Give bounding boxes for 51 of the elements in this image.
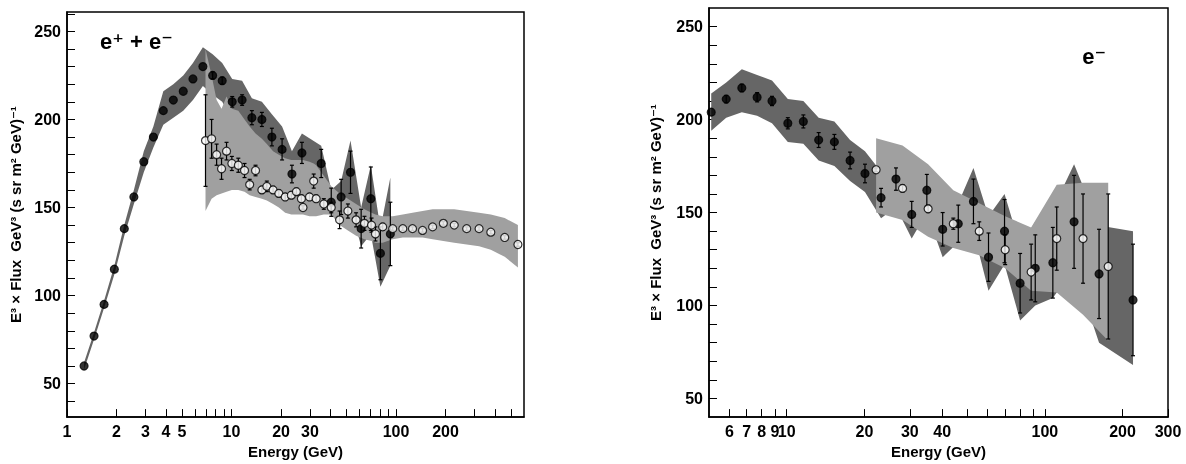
- point: [938, 224, 948, 234]
- y-tick-label: 250: [676, 18, 704, 36]
- y-axis-title: E³ × Flux GeV³ (s sr m² GeV)⁻¹: [647, 104, 664, 321]
- annotation: e⁻: [1082, 43, 1107, 69]
- y-tick-label: 200: [34, 110, 62, 128]
- x-tick-label: 10: [777, 422, 796, 440]
- point: [829, 137, 839, 147]
- y-tick-label: 50: [685, 390, 704, 407]
- x-tick-label: 20: [855, 422, 874, 440]
- x-tick-label: 2: [112, 422, 122, 440]
- x-tick-label: 3: [141, 422, 151, 440]
- x-tick-label: 100: [382, 422, 410, 440]
- x-tick-label: 30: [301, 422, 319, 440]
- x-axis-title: Energy (GeV): [890, 443, 987, 460]
- point: [876, 193, 886, 203]
- x-tick-label: 30: [900, 422, 919, 440]
- y-tick-label: 150: [34, 199, 62, 216]
- x-tick-label: 5: [177, 422, 187, 440]
- x-tick-label: 40: [933, 422, 952, 440]
- x-tick-label: 20: [272, 422, 291, 440]
- x-tick-label: 6: [724, 422, 734, 440]
- point: [891, 174, 901, 184]
- x-tick-label: 7: [742, 422, 752, 440]
- y-tick-label: 50: [43, 375, 62, 393]
- y-tick-label: 150: [676, 204, 704, 222]
- y-tick-label: 200: [676, 111, 704, 129]
- x-tick-label: 100: [1031, 422, 1059, 440]
- x-tick-label: 10: [222, 422, 241, 440]
- x-tick-label: 8: [757, 422, 767, 440]
- point: [907, 209, 917, 220]
- point: [814, 135, 824, 145]
- point: [1015, 278, 1025, 288]
- point: [922, 185, 932, 195]
- point: [999, 226, 1010, 236]
- y-axis-title: E³ × Flux GeV³ (s sr m² GeV)⁻¹: [7, 106, 24, 323]
- x-tick-label: 1: [62, 422, 72, 440]
- x-tick-label: 200: [1109, 422, 1136, 440]
- x-tick-label: 9: [770, 422, 780, 440]
- x-axis-title: Energy (GeV): [247, 443, 344, 460]
- point: [983, 252, 994, 262]
- point: [860, 168, 870, 179]
- point: [706, 107, 716, 117]
- annotation: e⁺ + e⁻: [100, 28, 173, 54]
- x-tick-label: 4: [161, 422, 171, 440]
- x-tick-label: 200: [432, 422, 459, 440]
- y-tick-label: 250: [34, 22, 62, 40]
- y-tick-label: 100: [676, 297, 704, 315]
- point: [845, 155, 855, 166]
- point: [968, 196, 979, 206]
- y-tick-label: 100: [34, 287, 62, 305]
- x-tick-label: 300: [1154, 422, 1182, 440]
